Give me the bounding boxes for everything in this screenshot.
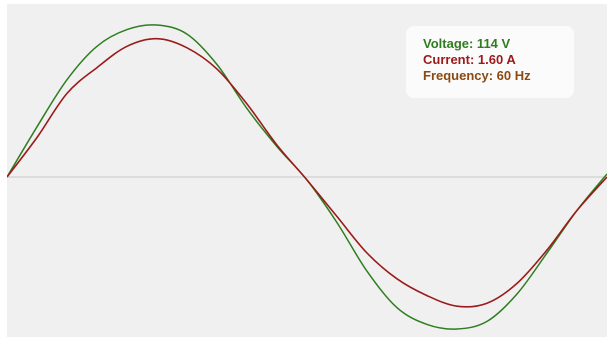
waveform-plot: [7, 24, 607, 330]
current-series-line: [7, 37, 607, 308]
waveform-chart: Voltage: 114 V Current: 1.60 A Frequency…: [7, 4, 607, 337]
voltage-readout: Voltage: 114 V: [423, 36, 511, 51]
measurement-readout: Voltage: 114 V Current: 1.60 A Frequency…: [406, 26, 574, 98]
current-readout: Current: 1.60 A: [423, 52, 516, 67]
frequency-readout: Frequency: 60 Hz: [423, 68, 531, 83]
